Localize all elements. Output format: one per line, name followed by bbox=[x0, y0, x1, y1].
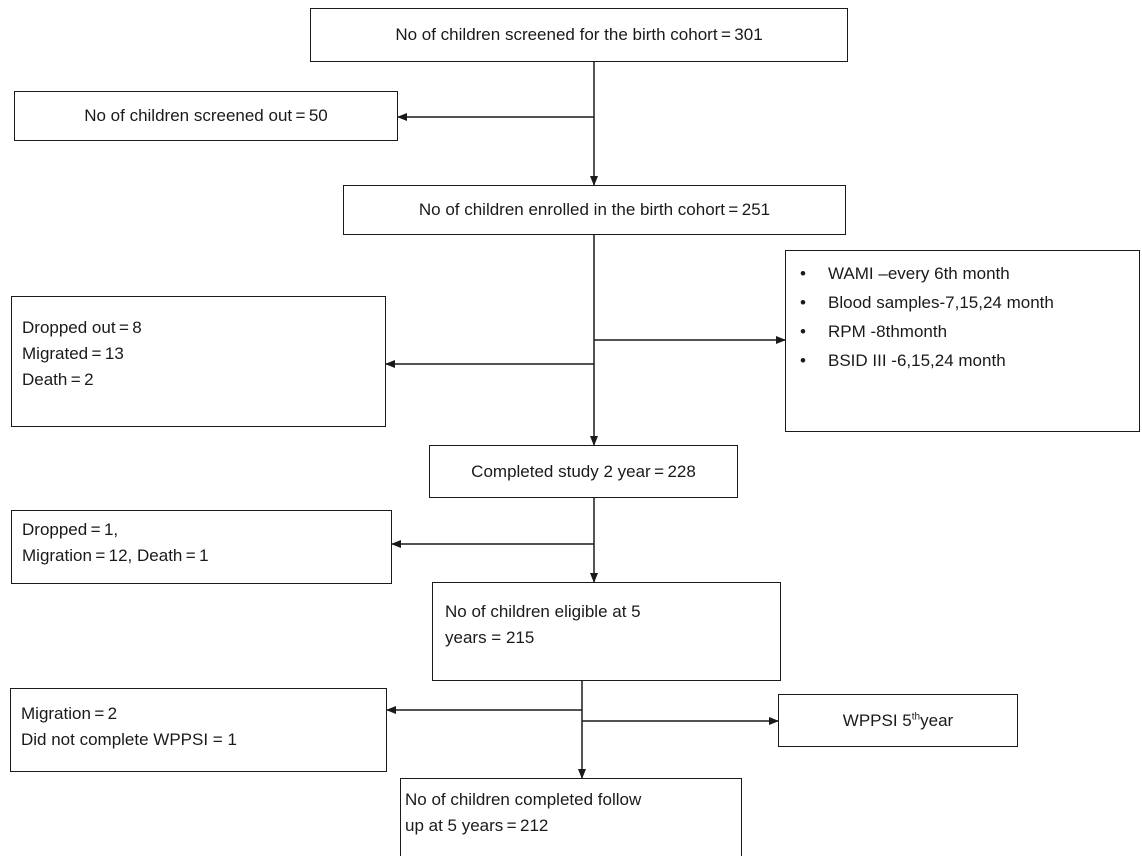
assessments-list: WAMI –every 6th month Blood samples-7,15… bbox=[786, 251, 1139, 375]
enrolled-label: No of children enrolled in the birth coh… bbox=[418, 200, 771, 219]
attrition-2-line: Dropped = 1, bbox=[22, 520, 119, 539]
assessment-item: WAMI –every 6th month bbox=[800, 259, 1139, 288]
box-screened-out: No of children screened out = 50 bbox=[14, 91, 398, 141]
completed-5yr-line: No of children completed follow bbox=[405, 790, 642, 809]
box-attrition-1: Dropped out = 8 Migrated = 13 Death = 2 bbox=[11, 296, 386, 427]
eligible-5yr-line: years = 215 bbox=[445, 628, 535, 647]
box-wppsi: WPPSI 5thyear bbox=[778, 694, 1018, 747]
attrition-1-line: Dropped out = 8 bbox=[22, 318, 142, 337]
wppsi-label: WPPSI 5thyear bbox=[842, 710, 954, 730]
completed-5yr-line: up at 5 years = 212 bbox=[405, 816, 549, 835]
screened-label: No of children screened for the birth co… bbox=[395, 25, 763, 44]
completed-2yr-label: Completed study 2 year = 228 bbox=[471, 461, 696, 481]
box-attrition-2: Dropped = 1, Migration = 12, Death = 1 bbox=[11, 510, 392, 584]
box-screened: No of children screened for the birth co… bbox=[310, 8, 848, 62]
attrition-3-line: Migration = 2 bbox=[21, 704, 118, 723]
attrition-1-line: Migrated = 13 bbox=[22, 344, 124, 363]
assessment-item: RPM -8thmonth bbox=[800, 317, 1139, 346]
box-enrolled: No of children enrolled in the birth coh… bbox=[343, 185, 846, 235]
box-completed-5yr: No of children completed follow up at 5 … bbox=[400, 778, 742, 856]
box-assessments: WAMI –every 6th month Blood samples-7,15… bbox=[785, 250, 1140, 432]
assessment-item: BSID III -6,15,24 month bbox=[800, 346, 1139, 375]
attrition-3-line: Did not complete WPPSI = 1 bbox=[21, 730, 237, 749]
box-eligible-5yr: No of children eligible at 5 years = 215 bbox=[432, 582, 781, 681]
box-completed-2yr: Completed study 2 year = 228 bbox=[429, 445, 738, 498]
eligible-5yr-line: No of children eligible at 5 bbox=[445, 602, 641, 621]
attrition-1-line: Death = 2 bbox=[22, 370, 94, 389]
attrition-2-line: Migration = 12, Death = 1 bbox=[22, 546, 209, 565]
box-attrition-3: Migration = 2 Did not complete WPPSI = 1 bbox=[10, 688, 387, 772]
assessment-item: Blood samples-7,15,24 month bbox=[800, 288, 1139, 317]
screened-out-label: No of children screened out = 50 bbox=[84, 106, 328, 125]
